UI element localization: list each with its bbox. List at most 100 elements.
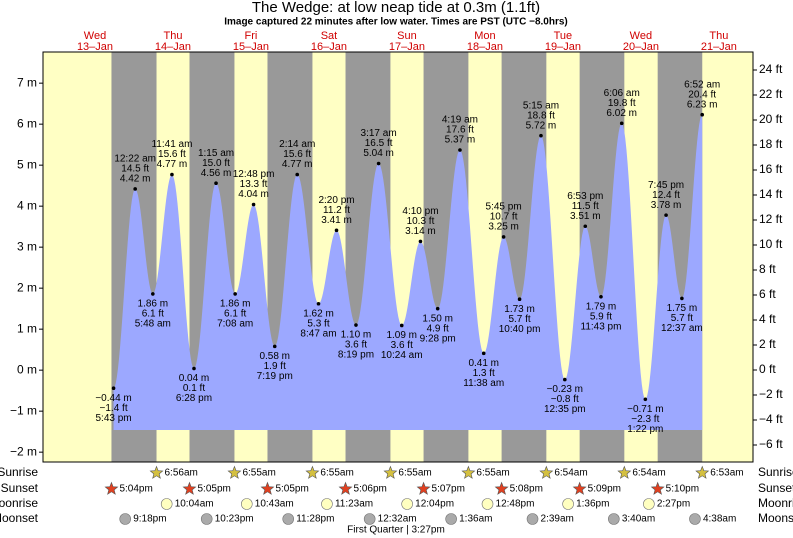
tide-label: 19.8 ft	[608, 98, 636, 109]
tide-label: 12:37 am	[661, 323, 703, 334]
tide-label: 10.3 ft	[407, 216, 435, 227]
tide-label: 10:40 pm	[499, 324, 541, 335]
sunset-icon	[650, 481, 665, 495]
tide-label: 7:19 pm	[257, 371, 293, 382]
y2-tick-label: 12 ft	[759, 212, 783, 226]
row-time: 12:48pm	[496, 499, 535, 510]
moonset-icon	[445, 513, 457, 525]
row-time: 6:55am	[320, 468, 353, 479]
sunset-icon	[104, 481, 119, 495]
row-time: 6:53am	[710, 468, 743, 479]
row-time: 2:27pm	[657, 499, 690, 510]
tide-label: 11:43 pm	[581, 321, 622, 332]
sunset-icon	[416, 481, 431, 495]
y2-tick-label: 10 ft	[759, 237, 783, 251]
tide-label: 8:47 am	[300, 328, 336, 339]
tide-point	[539, 133, 543, 138]
row-time: 2:39am	[541, 514, 574, 525]
row-label: Moonset	[758, 511, 793, 525]
tide-label: 4.04 m	[238, 189, 269, 200]
moonrise-icon	[481, 498, 494, 510]
tide-label: 5.37 m	[445, 135, 476, 146]
tide-point	[170, 172, 174, 177]
tide-point	[192, 366, 196, 371]
tide-point	[517, 297, 522, 302]
y2-tick-label: 14 ft	[759, 187, 783, 201]
tide-label: 1.9 ft	[264, 361, 286, 372]
day-weekday: Fri	[245, 30, 258, 42]
day-date: 15–Jan	[233, 41, 269, 53]
tide-label: 16.5 ft	[365, 138, 393, 149]
tide-label: 1.3 ft	[473, 368, 495, 379]
y-tick-label: 0 m	[17, 362, 37, 376]
tide-curve	[113, 114, 703, 430]
row-time: 1:36pm	[576, 499, 609, 510]
sunrise-icon	[461, 465, 476, 479]
tide-label: 6:06 am	[604, 88, 640, 99]
y-tick-label: −2 m	[10, 444, 37, 458]
y-tick-label: −1 m	[10, 403, 37, 417]
tide-label: 2:20 pm	[318, 195, 354, 206]
tide-label: 6.1 ft	[224, 309, 246, 320]
tide-label: 14.5 ft	[121, 164, 149, 175]
moonrise-icon	[321, 498, 333, 510]
tide-label: 5:45 pm	[486, 202, 522, 213]
row-time: 5:05pm	[275, 484, 308, 495]
tide-label: 3.6 ft	[391, 340, 413, 351]
day-date: 21–Jan	[701, 41, 737, 53]
chart-title: The Wedge: at low neap tide at 0.3m (1.1…	[252, 0, 540, 16]
tide-label: 12:22 am	[114, 154, 156, 165]
day-weekday: Wed	[630, 30, 652, 42]
day-weekday: Thu	[163, 30, 182, 42]
tide-label: 3.78 m	[651, 200, 682, 211]
row-time: 10:04am	[175, 499, 214, 510]
tide-label: 0.1 ft	[183, 383, 205, 394]
sunrise-icon	[695, 465, 710, 479]
tide-point	[354, 323, 358, 327]
sunrise-icon	[149, 465, 164, 479]
tide-label: 15.0 ft	[202, 158, 230, 169]
tide-label: 1.86 m	[220, 299, 251, 310]
tide-label: −0.8 ft	[551, 394, 579, 405]
tide-point	[418, 239, 423, 244]
tide-point	[272, 344, 277, 349]
tide-label: 4.77 m	[282, 159, 313, 170]
sunset-icon	[338, 481, 353, 495]
tide-label: 3.51 m	[570, 211, 601, 222]
day-date: 20–Jan	[623, 41, 659, 53]
tide-label: 1.79 m	[586, 301, 617, 312]
sunset-icon	[572, 481, 587, 495]
moonrise-icon	[240, 498, 253, 510]
tide-label: 6.1 ft	[142, 309, 164, 320]
tide-label: 3:17 am	[361, 128, 397, 139]
row-time: 5:07pm	[432, 484, 465, 495]
day-date: 18–Jan	[467, 41, 503, 53]
row-label: Sunset	[1, 481, 39, 495]
day-weekday: Tue	[554, 30, 573, 42]
day-weekday: Sun	[397, 30, 417, 42]
day-date: 13–Jan	[77, 41, 113, 53]
tide-label: 5:43 pm	[95, 413, 131, 424]
moonset-icon	[689, 513, 701, 525]
day-date: 17–Jan	[389, 41, 425, 53]
y-tick-label: 3 m	[17, 239, 37, 253]
tide-point	[376, 161, 381, 166]
sunset-icon	[494, 481, 509, 495]
y-tick-label: 4 m	[17, 198, 37, 212]
tide-label: −0.23 m	[547, 384, 583, 395]
tide-label: 5.7 ft	[671, 313, 693, 324]
tide-point	[680, 296, 684, 301]
row-time: 5:09pm	[588, 484, 621, 495]
tide-label: −0.71 m	[627, 404, 663, 415]
tide-label: 4.9 ft	[427, 323, 449, 334]
tide-point	[643, 397, 648, 402]
row-time: 11:23am	[335, 499, 373, 510]
tide-label: 15.6 ft	[158, 149, 186, 160]
tide-label: 4.56 m	[201, 168, 232, 179]
tide-label: 11.2 ft	[323, 205, 350, 216]
tide-point	[111, 386, 116, 391]
row-label: Moonrise	[758, 496, 793, 510]
tide-label: 5.3 ft	[307, 318, 329, 329]
tide-label: 1.75 m	[667, 303, 698, 314]
